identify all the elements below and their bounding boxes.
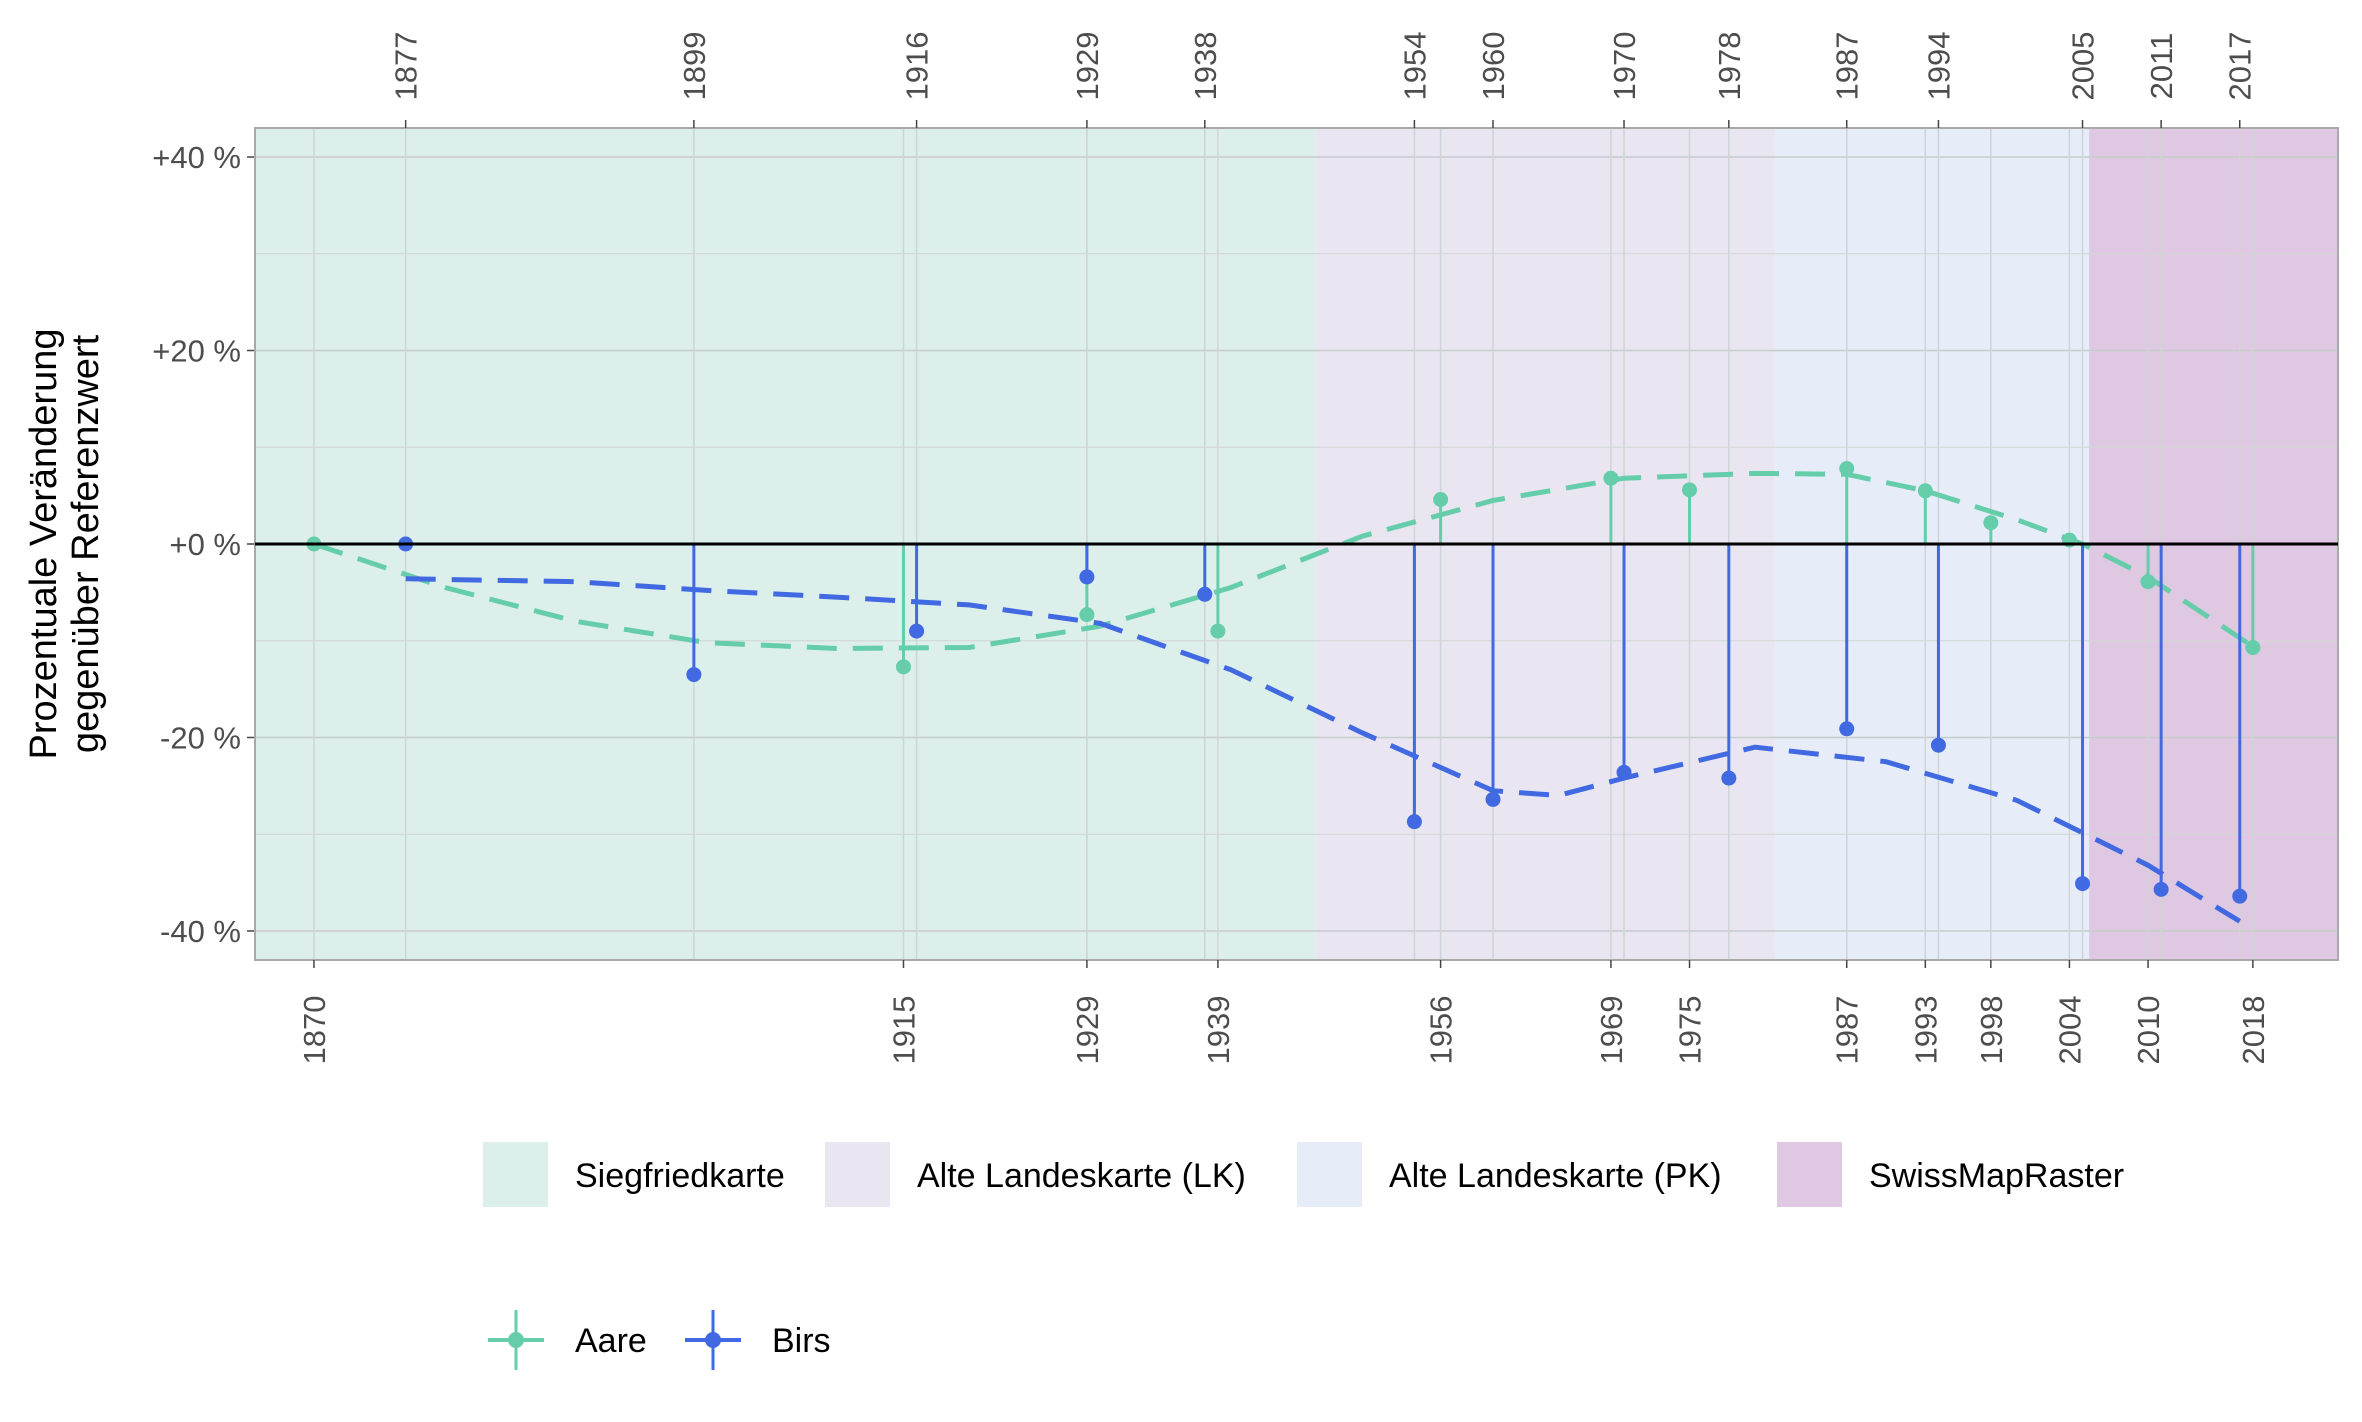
legend-period-label-0: Siegfriedkarte <box>575 1157 785 1195</box>
x-bottom-tick-label: 1998 <box>1974 996 2009 1065</box>
legend-series-label-0: Aare <box>575 1322 647 1360</box>
legend-period-label-3: SwissMapRaster <box>1869 1157 2124 1195</box>
legend-series-label-1: Birs <box>772 1322 831 1360</box>
point-aare <box>1983 515 1999 531</box>
x-top-tick-label: 1899 <box>677 32 712 101</box>
x-bottom-tick-label: 1956 <box>1424 996 1459 1065</box>
series-aare <box>306 461 2261 675</box>
legend-series-point-1 <box>705 1332 721 1348</box>
trend-line-birs <box>405 576 2242 924</box>
point-aare <box>2245 640 2261 656</box>
point-birs <box>1930 737 1946 753</box>
point-aare <box>1839 461 1855 477</box>
point-birs <box>909 623 925 639</box>
point-birs <box>1721 770 1737 786</box>
point-birs <box>1079 569 1095 585</box>
point-birs <box>686 667 702 683</box>
legend-period-label-2: Alte Landeskarte (PK) <box>1389 1157 1722 1195</box>
y-tick-label: -20 % <box>160 720 241 755</box>
point-birs <box>1616 764 1632 780</box>
y-tick-label: +0 % <box>169 527 241 562</box>
x-bottom-tick-label: 1915 <box>886 996 921 1065</box>
x-bottom-tick-label: 1870 <box>297 996 332 1065</box>
x-bottom-tick-label: 1987 <box>1830 996 1865 1065</box>
x-bottom-tick-label: 2010 <box>2131 996 2166 1065</box>
point-aare <box>1682 482 1698 498</box>
x-top-tick-label: 1987 <box>1830 32 1865 101</box>
point-aare <box>1917 483 1933 499</box>
legend-period-label-1: Alte Landeskarte (LK) <box>917 1157 1246 1195</box>
y-axis-title-line-1: Prozentuale Veränderung <box>23 329 65 760</box>
legend-period-key-0 <box>483 1142 548 1207</box>
x-top-tick-label: 1970 <box>1607 32 1642 101</box>
x-top-tick-label: 1954 <box>1397 32 1432 101</box>
trend-line-aare <box>313 470 2255 652</box>
point-aare <box>1079 607 1095 623</box>
x-bottom-tick-label: 2004 <box>2052 996 2087 1065</box>
legend-period-key-2 <box>1297 1142 1362 1207</box>
point-aare <box>1603 470 1619 486</box>
x-bottom-tick-label: 1969 <box>1594 996 1629 1065</box>
point-birs <box>1485 791 1501 807</box>
legend-period-key-1 <box>825 1142 890 1207</box>
point-aare <box>1433 491 1449 507</box>
x-top-tick-label: 1877 <box>389 32 424 101</box>
y-tick-label: +40 % <box>152 140 241 175</box>
x-bottom-tick-label: 2018 <box>2236 996 2271 1065</box>
point-birs <box>2153 881 2169 897</box>
x-bottom-tick-label: 1929 <box>1070 996 1105 1065</box>
y-tick-label: +20 % <box>152 334 241 369</box>
point-birs <box>2232 888 2248 904</box>
y-axis-title-line-2: gegenüber Referenzwert <box>65 334 107 753</box>
x-top-tick-label: 2011 <box>2144 33 2179 100</box>
x-top-tick-label: 1978 <box>1712 32 1747 101</box>
series-birs <box>398 536 2248 924</box>
point-birs <box>1406 814 1422 830</box>
legend-period-key-3 <box>1777 1142 1842 1207</box>
x-top-tick-label: 2005 <box>2066 32 2101 101</box>
x-top-tick-label: 1994 <box>1921 32 1956 101</box>
x-top-tick-label: 2017 <box>2223 32 2258 101</box>
point-birs <box>1197 586 1213 602</box>
legend-series-point-0 <box>508 1332 524 1348</box>
x-bottom-tick-label: 1993 <box>1908 996 1943 1065</box>
point-birs <box>2075 876 2091 892</box>
point-birs <box>1839 721 1855 737</box>
x-bottom-tick-label: 1975 <box>1673 996 1708 1065</box>
x-top-tick-label: 1916 <box>900 32 935 101</box>
y-tick-label: -40 % <box>160 914 241 949</box>
x-bottom-tick-label: 1939 <box>1201 996 1236 1065</box>
x-top-tick-label: 1929 <box>1070 32 1105 101</box>
point-aare <box>895 659 911 675</box>
point-aare <box>2140 574 2156 590</box>
x-top-tick-label: 1960 <box>1476 32 1511 101</box>
point-aare <box>1210 623 1226 639</box>
x-top-tick-label: 1938 <box>1188 32 1223 101</box>
